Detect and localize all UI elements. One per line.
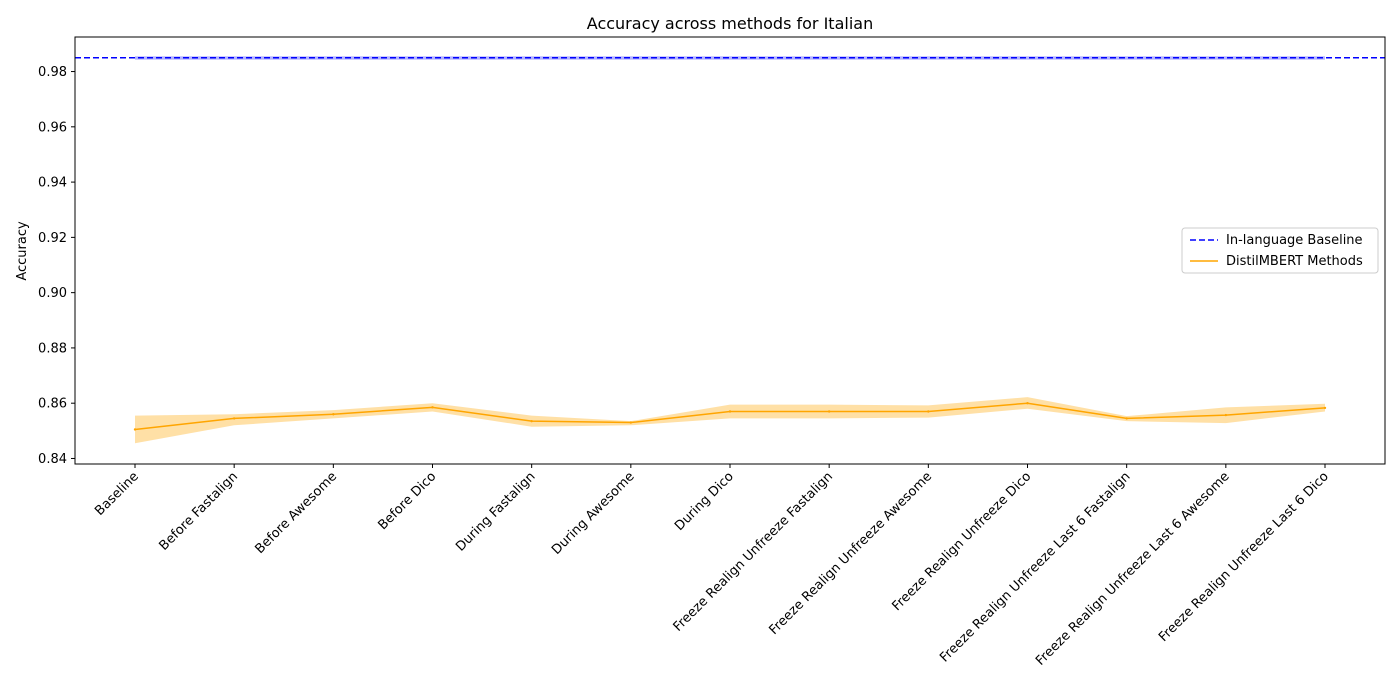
data-point: [133, 428, 137, 431]
data-point: [232, 417, 236, 420]
data-point: [728, 410, 732, 413]
y-tick-label: 0.90: [38, 286, 67, 301]
data-point: [1125, 417, 1128, 420]
legend-label-baseline: In-language Baseline: [1226, 233, 1363, 248]
x-tick-label: Freeze Realign Unfreeze Fastalign: [671, 469, 836, 634]
x-tick-label: During Fastalign: [453, 469, 538, 554]
data-point: [530, 419, 533, 423]
x-tick-label: Freeze Realign Unfreeze Last 6 Awesome: [1033, 469, 1233, 669]
y-tick-label: 0.88: [38, 341, 67, 356]
data-point: [629, 421, 633, 424]
data-point: [827, 410, 831, 413]
legend: In-language Baseline DistilMBERT Methods: [1181, 227, 1379, 274]
x-tick-label: Freeze Realign Unfreeze Last 6 Fastalign: [937, 469, 1133, 665]
data-point: [332, 413, 335, 416]
chart-title: Accuracy across methods for Italian: [587, 14, 873, 33]
x-tick-label: Before Dico: [375, 469, 439, 533]
x-tick-label: During Awesome: [549, 469, 638, 558]
legend-label-series: DistilMBERT Methods: [1226, 254, 1363, 269]
data-point: [431, 406, 434, 409]
x-tick-label: Baseline: [92, 469, 142, 519]
y-tick-label: 0.86: [38, 397, 67, 412]
data-point: [1224, 413, 1228, 417]
data-point: [927, 410, 930, 413]
x-tick-label: During Dico: [672, 469, 737, 534]
legend-box: [1181, 227, 1379, 274]
x-tick-label: Freeze Realign Unfreeze Awesome: [766, 469, 935, 638]
data-point: [1026, 401, 1029, 405]
y-tick-label: 0.98: [38, 65, 67, 80]
y-axis-label: Accuracy: [15, 221, 30, 281]
plot-area: 0.84 0.86 0.88 0.90 0.92 0.94 0.96 0.98 Baseline…: [38, 36, 1386, 669]
baseline-band: [135, 56, 1325, 60]
y-tick-label: 0.84: [38, 452, 67, 467]
x-tick-label: Freeze Realign Unfreeze Last 6 Dico: [1156, 469, 1332, 645]
series-confidence-band: [135, 397, 1325, 444]
y-tick-label: 0.94: [38, 176, 67, 191]
x-tick-label: Before Awesome: [252, 469, 340, 557]
x-tick-label: Before Fastalign: [157, 469, 241, 553]
y-tick-label: 0.96: [38, 120, 67, 135]
data-point: [1323, 406, 1327, 410]
y-tick-label: 0.92: [38, 231, 67, 246]
